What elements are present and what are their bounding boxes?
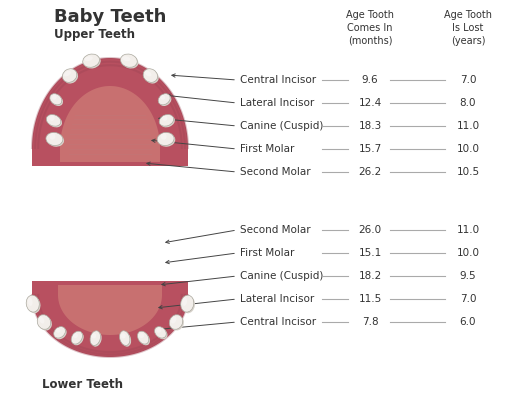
Ellipse shape — [159, 114, 174, 126]
Text: First Molar: First Molar — [240, 144, 294, 154]
Ellipse shape — [160, 95, 171, 106]
Ellipse shape — [121, 332, 131, 347]
Ellipse shape — [50, 94, 62, 105]
Text: Second Molar: Second Molar — [240, 167, 311, 177]
Ellipse shape — [39, 316, 45, 324]
Text: 15.1: 15.1 — [358, 248, 382, 258]
Ellipse shape — [121, 333, 126, 338]
Text: 11.0: 11.0 — [456, 225, 480, 235]
Polygon shape — [58, 285, 162, 335]
Polygon shape — [32, 58, 188, 166]
Text: Baby Teeth: Baby Teeth — [54, 8, 166, 26]
Text: Canine (Cuspid): Canine (Cuspid) — [240, 121, 323, 131]
Ellipse shape — [158, 134, 175, 147]
Text: Age Tooth
Is Lost
(years): Age Tooth Is Lost (years) — [444, 10, 492, 46]
Ellipse shape — [161, 116, 175, 127]
Ellipse shape — [157, 132, 174, 146]
Ellipse shape — [90, 331, 101, 346]
Text: 11.0: 11.0 — [456, 121, 480, 131]
Ellipse shape — [49, 115, 55, 121]
Text: 26.2: 26.2 — [358, 167, 382, 177]
Ellipse shape — [84, 56, 93, 61]
Text: 12.4: 12.4 — [358, 98, 382, 108]
Ellipse shape — [162, 115, 167, 121]
Ellipse shape — [63, 69, 77, 82]
Ellipse shape — [143, 69, 157, 82]
Ellipse shape — [51, 95, 63, 106]
Text: 26.0: 26.0 — [358, 225, 382, 235]
Ellipse shape — [37, 315, 51, 329]
Ellipse shape — [64, 71, 71, 76]
Ellipse shape — [139, 333, 144, 338]
Text: 9.5: 9.5 — [460, 271, 476, 281]
Ellipse shape — [28, 296, 40, 313]
Ellipse shape — [122, 55, 138, 68]
Ellipse shape — [120, 331, 130, 346]
Text: 15.7: 15.7 — [358, 144, 382, 154]
Ellipse shape — [39, 316, 52, 330]
Text: 11.5: 11.5 — [358, 294, 382, 304]
Ellipse shape — [71, 331, 83, 344]
Text: Upper Teeth: Upper Teeth — [55, 28, 136, 41]
Ellipse shape — [46, 114, 61, 126]
Text: Central Incisor: Central Incisor — [240, 75, 316, 85]
Ellipse shape — [52, 95, 57, 100]
Ellipse shape — [55, 328, 67, 339]
Text: Age Tooth
Comes In
(months): Age Tooth Comes In (months) — [346, 10, 394, 46]
Ellipse shape — [161, 133, 166, 140]
Text: 10.0: 10.0 — [456, 248, 480, 258]
Polygon shape — [60, 86, 160, 162]
Ellipse shape — [46, 132, 63, 146]
Text: Lateral Incisor: Lateral Incisor — [240, 98, 314, 108]
Ellipse shape — [171, 316, 176, 324]
Text: 7.0: 7.0 — [460, 294, 476, 304]
Ellipse shape — [155, 327, 166, 338]
Ellipse shape — [161, 95, 165, 100]
Text: Lower Teeth: Lower Teeth — [42, 378, 123, 391]
Text: 18.2: 18.2 — [358, 271, 382, 281]
Text: Canine (Cuspid): Canine (Cuspid) — [240, 271, 323, 281]
Polygon shape — [32, 281, 188, 357]
Ellipse shape — [169, 315, 183, 329]
Ellipse shape — [49, 133, 56, 140]
Text: 6.0: 6.0 — [460, 317, 476, 327]
Ellipse shape — [26, 295, 39, 312]
Ellipse shape — [182, 296, 195, 313]
Ellipse shape — [145, 71, 152, 76]
Ellipse shape — [91, 332, 102, 347]
Ellipse shape — [122, 56, 130, 61]
Text: 10.0: 10.0 — [456, 144, 480, 154]
Ellipse shape — [139, 332, 150, 345]
Ellipse shape — [158, 94, 170, 105]
Ellipse shape — [28, 298, 32, 306]
Ellipse shape — [156, 328, 167, 339]
Text: Central Incisor: Central Incisor — [240, 317, 316, 327]
Ellipse shape — [84, 55, 101, 68]
Ellipse shape — [54, 327, 65, 338]
Ellipse shape — [171, 316, 184, 330]
Text: 7.0: 7.0 — [460, 75, 476, 85]
Text: 7.8: 7.8 — [361, 317, 378, 327]
Ellipse shape — [73, 333, 78, 338]
Ellipse shape — [120, 54, 137, 67]
Text: 18.3: 18.3 — [358, 121, 382, 131]
Ellipse shape — [182, 298, 187, 306]
Text: First Molar: First Molar — [240, 248, 294, 258]
Text: 10.5: 10.5 — [456, 167, 480, 177]
Text: Lateral Incisor: Lateral Incisor — [240, 294, 314, 304]
Ellipse shape — [64, 70, 78, 84]
Ellipse shape — [181, 295, 194, 312]
Text: 9.6: 9.6 — [361, 75, 378, 85]
Ellipse shape — [56, 328, 60, 333]
Ellipse shape — [144, 70, 159, 84]
Ellipse shape — [91, 333, 96, 338]
Ellipse shape — [137, 331, 149, 344]
Ellipse shape — [156, 328, 161, 333]
Text: 8.0: 8.0 — [460, 98, 476, 108]
Ellipse shape — [83, 54, 100, 67]
Ellipse shape — [48, 116, 62, 127]
Ellipse shape — [47, 134, 64, 147]
Text: Second Molar: Second Molar — [240, 225, 311, 235]
Ellipse shape — [73, 332, 84, 345]
